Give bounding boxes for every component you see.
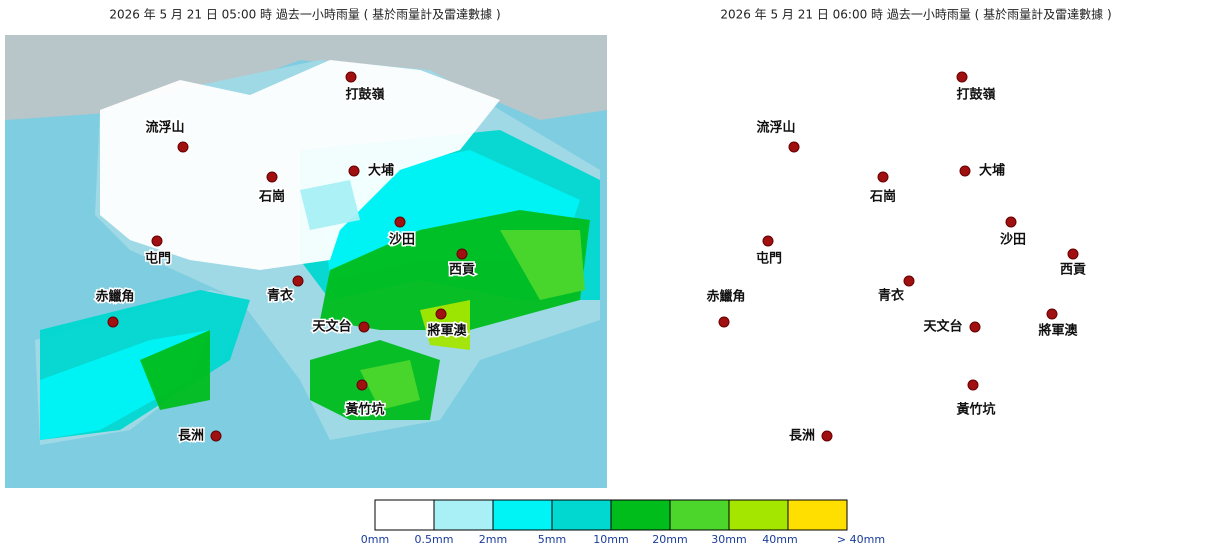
station-dot [1046, 308, 1058, 320]
station-dot [877, 171, 889, 183]
station-dot [358, 321, 370, 333]
station-dot [151, 235, 163, 247]
station-dot [821, 430, 833, 442]
station-label: 將軍澳 [1038, 323, 1078, 339]
station-label: 打鼓嶺 [956, 87, 995, 103]
station-label: 長洲 [789, 429, 815, 444]
station-label: 天文台 [312, 319, 351, 335]
station-dot [903, 275, 915, 287]
legend-label: 20mm [652, 533, 687, 546]
station-label: 西貢 [1060, 263, 1086, 278]
station-label: 沙田 [389, 233, 415, 248]
station-dot [356, 379, 368, 391]
station-label: 赤鱲角 [95, 289, 134, 305]
rain-area [1142, 230, 1192, 290]
station-dot [718, 316, 730, 328]
rain-area [140, 330, 210, 410]
station-label: 打鼓嶺 [345, 87, 384, 103]
rain-area [500, 230, 585, 300]
station-label: 黃竹坑 [955, 402, 995, 418]
station-dot [788, 141, 800, 153]
legend-swatch [492, 499, 553, 531]
legend-label: 40mm [762, 533, 797, 546]
station-dot [762, 235, 774, 247]
rain-area [782, 290, 862, 340]
station-dot [210, 430, 222, 442]
station-label: 沙田 [1000, 233, 1026, 248]
station-dot [456, 248, 468, 260]
station-dot [1067, 248, 1079, 260]
legend-swatch [787, 499, 848, 531]
rain-area [732, 300, 852, 400]
legend-swatch [551, 499, 612, 531]
lantau [647, 290, 862, 445]
panel-title: 2026 年 5 月 21 日 05:00 時 過去一小時雨量 ( 基於雨量計及… [109, 7, 500, 22]
station-label: 大埔 [979, 163, 1005, 179]
rain-area [912, 60, 1082, 160]
station-dot [177, 141, 189, 153]
station-label: 流浮山 [756, 120, 795, 136]
legend-label: 2mm [479, 533, 507, 546]
mainland [617, 35, 1219, 120]
legend-label: 5mm [538, 533, 566, 546]
rain-area [962, 200, 1132, 270]
station-label: 大埔 [368, 163, 394, 179]
station-label: 將軍澳 [427, 323, 467, 339]
station-dot [345, 71, 357, 83]
legend-label: > 40mm [837, 533, 885, 546]
station-label: 流浮山 [145, 120, 184, 136]
legend-swatch [433, 499, 494, 531]
station-label: 長洲 [178, 429, 204, 444]
rain-area [300, 180, 360, 230]
station-dot [292, 275, 304, 287]
sea [617, 35, 1219, 488]
station-label: 西貢 [449, 263, 475, 278]
station-dot [394, 216, 406, 228]
legend-label: 30mm [711, 533, 746, 546]
map [617, 35, 1219, 488]
panel-title: 2026 年 5 月 21 日 06:00 時 過去一小時雨量 ( 基於雨量計及… [720, 7, 1111, 22]
rain-area [652, 290, 862, 440]
legend-label: 10mm [593, 533, 628, 546]
station-dot [956, 71, 968, 83]
rain-area [420, 300, 470, 350]
legend-label: 0.5mm [415, 533, 454, 546]
station-label: 青衣 [267, 288, 293, 304]
legend-swatch [669, 499, 730, 531]
legend-label: 0mm [361, 533, 389, 546]
station-label: 天文台 [923, 319, 962, 335]
station-dot [967, 379, 979, 391]
station-label: 石崗 [258, 190, 285, 205]
station-dot [1005, 216, 1017, 228]
station-label: 赤鱲角 [706, 289, 745, 305]
rain-area [360, 360, 420, 410]
legend-swatch [610, 499, 671, 531]
station-label: 石崗 [869, 190, 896, 205]
land [707, 60, 1212, 440]
map [5, 35, 607, 488]
rain-area [1092, 180, 1202, 280]
station-dot [435, 308, 447, 320]
station-dot [959, 165, 971, 177]
rain-area [812, 190, 1212, 360]
station-dot [107, 316, 119, 328]
station-label: 黃竹坑 [344, 402, 384, 418]
rain-area [832, 210, 992, 300]
station-label: 青衣 [878, 288, 904, 304]
station-dot [969, 321, 981, 333]
rain-area [792, 290, 857, 335]
station-label: 屯門 [145, 251, 171, 267]
station-dot [348, 165, 360, 177]
legend-swatch [728, 499, 789, 531]
rain-area [100, 60, 500, 270]
station-label: 屯門 [756, 251, 782, 267]
legend-swatch [374, 499, 435, 531]
station-dot [266, 171, 278, 183]
